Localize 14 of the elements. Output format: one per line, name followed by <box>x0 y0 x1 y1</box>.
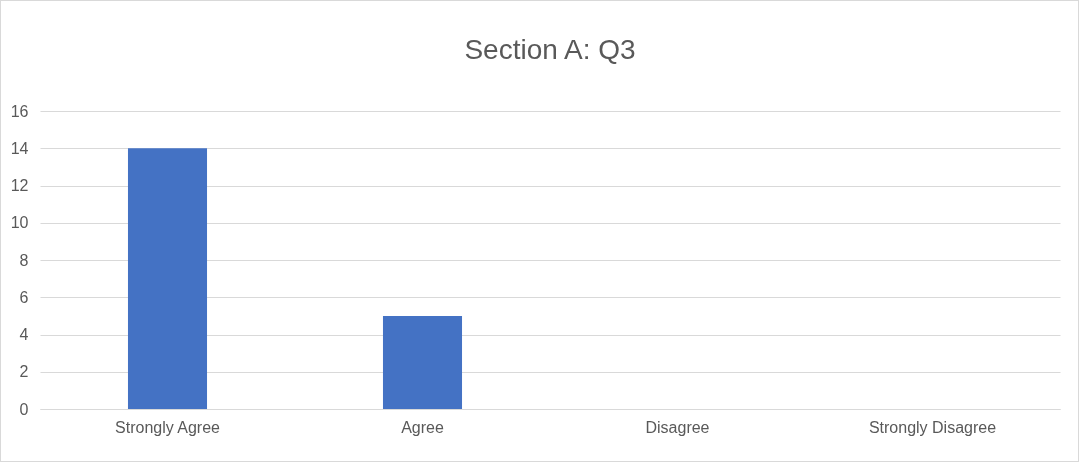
y-tick-label: 6 <box>19 288 29 306</box>
x-tick-label: Agree <box>401 418 444 436</box>
x-tick-label: Strongly Disagree <box>868 418 997 436</box>
y-tick-label: 14 <box>10 139 29 157</box>
x-tick-label: Strongly Agree <box>115 418 221 436</box>
y-tick-label: 10 <box>10 214 29 232</box>
y-tick-label: 8 <box>19 251 29 269</box>
y-tick-label: 4 <box>19 326 29 343</box>
y-tick-label: 0 <box>19 400 29 418</box>
chart-title: Section A: Q3 <box>464 34 636 65</box>
y-tick-label: 2 <box>19 363 29 381</box>
x-tick-label: Disagree <box>645 418 710 436</box>
y-tick-label: 12 <box>10 177 29 194</box>
y-tick-label: 16 <box>10 102 29 120</box>
